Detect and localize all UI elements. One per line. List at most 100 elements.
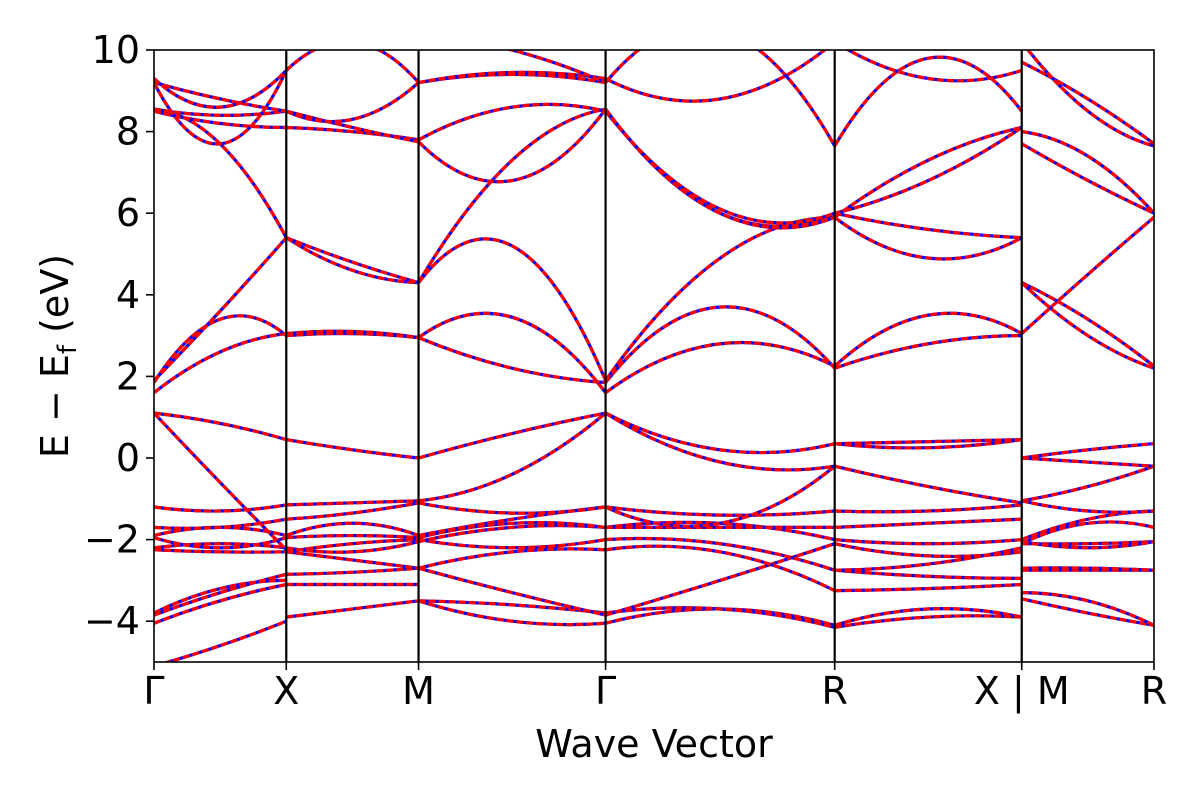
band-line-red-dashed	[1020, 520, 1154, 546]
band-line-red-dashed	[154, 572, 287, 617]
band-line-red-dashed	[417, 108, 607, 184]
band-line-red-dashed	[505, 50, 607, 85]
band-line-red-dashed	[833, 55, 1023, 147]
band-line-red-dashed	[286, 125, 419, 142]
y-tick-label: −2	[84, 518, 140, 562]
band-line-red-dashed	[286, 438, 419, 460]
band-line-red-dashed	[833, 216, 1023, 261]
band-line-red-dashed	[418, 70, 606, 85]
band-line-blue	[834, 211, 1022, 240]
band-line-red-dashed	[286, 540, 420, 554]
x-tick-label: Γ	[595, 669, 616, 713]
band-line-red-dashed	[154, 314, 288, 384]
band-line-red-dashed	[154, 69, 288, 146]
band-line-red-dashed	[286, 499, 419, 507]
band-line-red-dashed	[154, 517, 287, 530]
band-line-blue	[834, 334, 1022, 370]
band-line-red-dashed	[154, 236, 288, 382]
band-line-red-dashed	[154, 548, 287, 554]
band-line-red-dashed	[154, 109, 287, 130]
band-line-red-dashed	[605, 607, 836, 627]
band-line-red-dashed	[286, 533, 419, 540]
band-line-red-dashed	[418, 501, 606, 515]
x-tick-label: Γ	[143, 669, 164, 713]
y-tick-label: 2	[116, 354, 140, 398]
x-tick-label: R	[1141, 669, 1167, 713]
bands-layer	[154, 50, 1154, 662]
y-tick-label: −4	[84, 599, 140, 643]
band-line-red-dashed	[1026, 50, 1154, 148]
band-line-red-dashed	[1021, 597, 1154, 627]
x-axis: Γ X M Γ R X | M R	[143, 662, 1167, 714]
y-tick-label: 10	[92, 28, 140, 72]
band-line-blue	[604, 464, 836, 528]
band-line-red-dashed	[1020, 216, 1154, 335]
x-tick-label: X	[273, 669, 299, 713]
x-tick-label: M	[402, 669, 435, 713]
band-line-red-dashed	[418, 411, 606, 460]
band-line-red-dashed	[286, 599, 419, 619]
y-tick-label: 8	[116, 110, 140, 154]
band-line-red-dashed	[285, 236, 419, 285]
band-line-red-dashed	[834, 582, 1022, 593]
band-line-blue	[604, 340, 836, 394]
y-title-sub: f	[53, 344, 83, 354]
band-line-red-dashed	[286, 550, 419, 570]
band-line-red-dashed	[418, 599, 606, 627]
band-line-red-dashed	[417, 336, 606, 385]
band-line-red-dashed	[154, 503, 287, 513]
y-title-tail: (eV)	[33, 254, 77, 345]
plot-frame	[153, 49, 1155, 663]
band-line-red-dashed	[154, 107, 287, 117]
band-line-red-dashed	[418, 566, 606, 617]
band-line-blue	[418, 411, 607, 503]
x-tick-label: R	[821, 669, 847, 713]
band-line-red-dashed	[1021, 591, 1154, 627]
band-line-blue	[604, 110, 836, 225]
band-line-red-dashed	[418, 524, 606, 544]
band-line-blue	[833, 216, 1023, 261]
band-line-red-dashed	[1021, 540, 1154, 550]
band-line-red-dashed	[605, 544, 836, 593]
band-line-red-dashed	[604, 411, 835, 472]
y-axis-title: E − Ef (eV)	[33, 254, 83, 458]
band-line-red-dashed	[834, 438, 1022, 450]
band-line-red-dashed	[154, 69, 288, 109]
band-line-red-dashed	[154, 578, 287, 615]
band-line-red-dashed	[1021, 456, 1154, 468]
band-line-red-dashed	[834, 542, 1022, 559]
band-line-blue	[833, 125, 1023, 219]
band-line-red-dashed	[154, 412, 288, 551]
band-line-red-dashed	[154, 536, 287, 550]
band-line-red-dashed	[154, 542, 287, 550]
band-line-red-dashed	[834, 517, 1022, 529]
band-line-blue	[604, 50, 837, 147]
band-line-red-dashed	[605, 606, 836, 629]
band-line-red-dashed	[834, 438, 1022, 446]
band-line-red-dashed	[1021, 442, 1154, 460]
kpoint-dividers	[285, 50, 1023, 662]
band-line-red-dashed	[834, 568, 1022, 580]
band-line-red-dashed	[604, 464, 836, 528]
band-line-red-dashed	[285, 81, 420, 124]
band-line-red-dashed	[1021, 130, 1154, 215]
band-line-red-dashed	[417, 107, 606, 284]
y-tick-label: 6	[116, 191, 140, 235]
band-line-blue	[1021, 281, 1154, 368]
band-line-blue	[1020, 281, 1154, 370]
band-line-red-dashed	[418, 547, 606, 570]
band-line-blue	[417, 107, 606, 284]
band-line-red-dashed	[154, 332, 287, 394]
band-line-blue	[1020, 60, 1154, 146]
band-line-red-dashed	[834, 211, 1022, 240]
band-line-red-dashed	[417, 237, 608, 382]
y-title-main: E − E	[33, 354, 77, 458]
band-line-red-dashed	[1021, 464, 1154, 503]
band-line-red-dashed	[834, 334, 1022, 370]
band-line-red-dashed	[286, 331, 419, 340]
band-line-red-dashed	[604, 50, 827, 103]
band-line-red-dashed	[286, 501, 419, 521]
band-line-red-dashed	[418, 411, 607, 503]
band-line-blue	[417, 108, 607, 184]
band-line-red-dashed	[604, 340, 836, 394]
